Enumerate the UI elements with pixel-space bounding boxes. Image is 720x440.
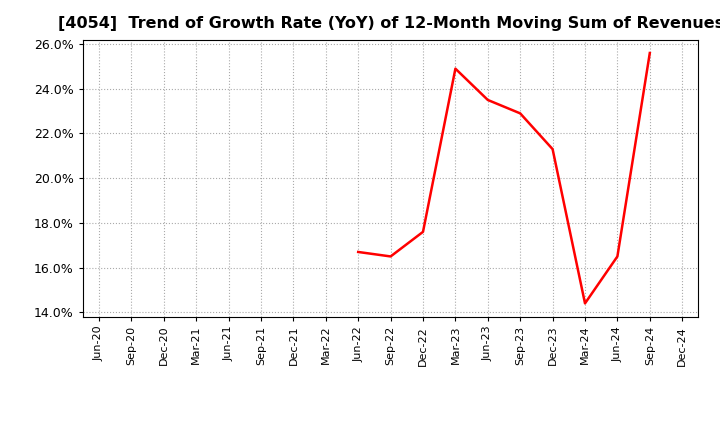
Title: [4054]  Trend of Growth Rate (YoY) of 12-Month Moving Sum of Revenues: [4054] Trend of Growth Rate (YoY) of 12-… <box>58 16 720 32</box>
